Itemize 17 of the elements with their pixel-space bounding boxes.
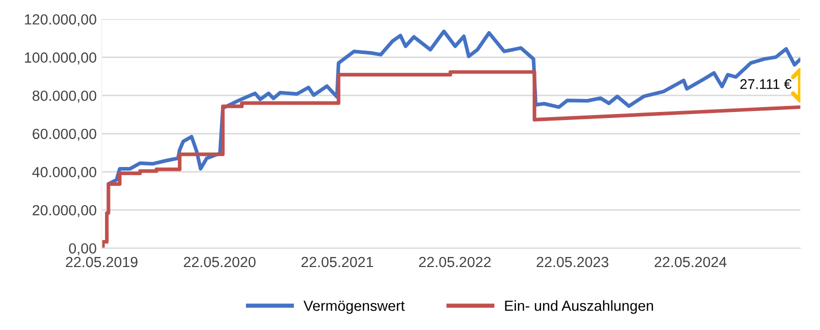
x-tick-label: 22.05.2022: [419, 256, 491, 268]
y-tick-label: 120.000,00: [24, 14, 96, 26]
legend-label: Vermögenswert: [304, 300, 405, 314]
x-tick-label: 22.05.2020: [184, 256, 256, 268]
x-tick-label: 22.05.2019: [66, 256, 138, 268]
line-series: [102, 70, 800, 248]
x-tick-label: 22.05.2023: [536, 256, 608, 268]
x-tick-label: 22.05.2021: [301, 256, 374, 268]
y-tick-label: 40.000,00: [32, 166, 96, 179]
y-tick-label: 100.000,00: [24, 52, 96, 64]
annotation: 27.111 €: [740, 79, 792, 89]
legend-label: Ein- und Auszahlungen: [505, 300, 654, 314]
y-tick-label: 20.000,00: [32, 205, 96, 218]
y-tick-label: 80.000,00: [32, 90, 96, 103]
y-tick-label: 60.000,00: [32, 128, 96, 141]
x-tick-label: 22.05.2024: [654, 256, 727, 268]
y-tick-label: 0,00: [69, 243, 96, 256]
